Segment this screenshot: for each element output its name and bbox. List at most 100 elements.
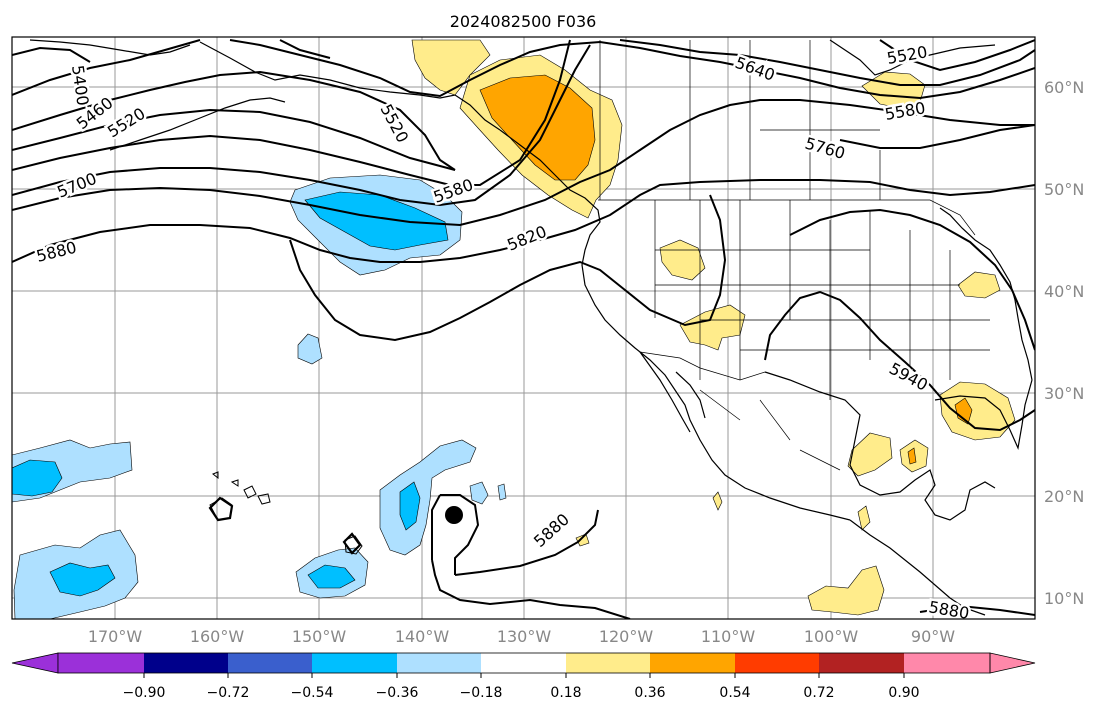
colorbar-tick: 0.54	[719, 685, 750, 701]
negative-anomaly-region	[297, 333, 323, 365]
positive-anomaly-region	[857, 505, 871, 531]
contour-line	[12, 39, 201, 96]
latitude-label: 30°N	[1044, 384, 1084, 403]
colorbar-segment	[312, 653, 397, 673]
colorbar-segment	[566, 653, 650, 673]
colorbar-extend-max	[989, 652, 1036, 674]
longitude-label: 140°W	[395, 627, 450, 646]
latitude-label: 20°N	[1044, 487, 1084, 506]
contour-line	[454, 509, 599, 576]
tropical-cyclone-marker	[445, 506, 463, 524]
colorbar-tick: 0.18	[550, 685, 581, 701]
contour-line	[12, 179, 1035, 263]
hawaii-island	[230, 479, 239, 487]
height-contours	[12, 39, 1035, 619]
colorbar-tick: 0.36	[634, 685, 665, 701]
contour-line	[208, 496, 234, 522]
contour-line	[12, 99, 1035, 227]
contour-line	[279, 39, 1035, 86]
contour-line	[431, 559, 631, 619]
contour-line	[839, 124, 1035, 149]
alaska-peninsula	[109, 97, 286, 151]
mexico-states	[699, 389, 841, 471]
map-area: 5400 5460 5520 5700 5880 5520 5580 5820 …	[12, 37, 1035, 619]
colorbar-segment	[819, 653, 904, 673]
colorbar-segment	[735, 653, 819, 673]
negative-anomaly-region	[497, 483, 507, 501]
alaska-coast	[29, 39, 501, 131]
negative-anomaly-region	[12, 459, 63, 497]
positive-anomaly-region	[712, 491, 723, 511]
colorbar-segment	[481, 653, 566, 673]
contour-line	[229, 39, 1035, 100]
figure-title: 2024082500 F036	[450, 12, 597, 31]
colorbar-segment	[228, 653, 312, 673]
colorbar-segment	[58, 653, 144, 673]
contour-line	[12, 70, 456, 171]
colorbar-tick: 0.72	[803, 685, 834, 701]
contour-line	[12, 39, 571, 186]
colorbar-tick: 0.90	[888, 685, 919, 701]
positive-anomaly-region	[807, 565, 885, 616]
negative-anomaly-region	[379, 439, 477, 556]
negative-anomaly-region	[307, 564, 356, 589]
contour-line	[431, 494, 441, 560]
latitude-label: 10°N	[1044, 589, 1084, 608]
state-lines	[654, 200, 990, 400]
pacific-nw-coast	[499, 129, 851, 521]
longitude-label: 170°W	[88, 627, 143, 646]
contour-line	[12, 108, 456, 171]
colorbar-tick: −0.90	[123, 685, 166, 701]
longitude-label: 100°W	[804, 627, 859, 646]
longitude-label: 160°W	[190, 627, 245, 646]
contour-label: 5760	[803, 134, 847, 163]
contour-line	[919, 604, 1035, 616]
florida-coast	[934, 379, 1033, 451]
latitude-axis: 60°N 50°N 40°N 30°N 20°N 10°N	[1044, 78, 1084, 608]
latitude-label: 60°N	[1044, 78, 1084, 97]
contour-line	[289, 194, 727, 342]
colorbar-extend-min	[11, 652, 59, 674]
atlantic-coast	[939, 207, 1033, 381]
longitude-label: 110°W	[701, 627, 756, 646]
colorbar-segment	[904, 653, 990, 673]
hudson-coast	[829, 39, 996, 76]
contour-line	[440, 494, 480, 575]
colorbar: −0.90 −0.72 −0.54 −0.36 −0.18 0.18 0.36 …	[11, 652, 1036, 701]
contour-line	[789, 208, 1035, 351]
contour-line	[764, 290, 1035, 432]
negative-anomaly-region	[304, 191, 449, 251]
longitude-label: 120°W	[599, 627, 654, 646]
negative-anomaly-region	[49, 562, 116, 597]
positive-anomaly-region	[907, 447, 917, 465]
latitude-label: 50°N	[1044, 180, 1084, 199]
negative-anomaly-region	[399, 481, 421, 531]
positive-anomaly-region	[957, 271, 1001, 299]
positive-anomaly-region	[847, 432, 893, 477]
gulf-of-mexico-coast	[764, 371, 996, 521]
hawaii-island	[257, 493, 271, 505]
colorbar-segment	[144, 653, 228, 673]
colorbar-tick: −0.54	[291, 685, 334, 701]
longitude-axis: 170°W 160°W 150°W 140°W 130°W 120°W 110°…	[88, 627, 955, 646]
hawaii-island	[243, 485, 257, 499]
map-frame	[11, 36, 1036, 620]
contour-line	[879, 39, 1035, 72]
colorbar-segment	[397, 653, 481, 673]
latitude-label: 40°N	[1044, 282, 1084, 301]
colorbar-segment	[650, 653, 735, 673]
positive-anomaly-region	[575, 533, 590, 547]
contour-line	[342, 532, 362, 555]
negative-anomaly-shading	[12, 174, 507, 619]
negative-anomaly-region	[469, 481, 489, 505]
central-america-coast	[849, 519, 986, 616]
coastlines	[29, 39, 1033, 616]
positive-anomaly-region	[479, 74, 596, 181]
colorbar-tick: −0.72	[207, 685, 250, 701]
baja-peninsula	[639, 351, 706, 433]
colorbar-tick: −0.36	[376, 685, 419, 701]
longitude-label: 150°W	[292, 627, 347, 646]
hawaii-island	[212, 471, 219, 480]
positive-anomaly-region	[679, 304, 746, 351]
positive-anomaly-region	[954, 397, 973, 425]
